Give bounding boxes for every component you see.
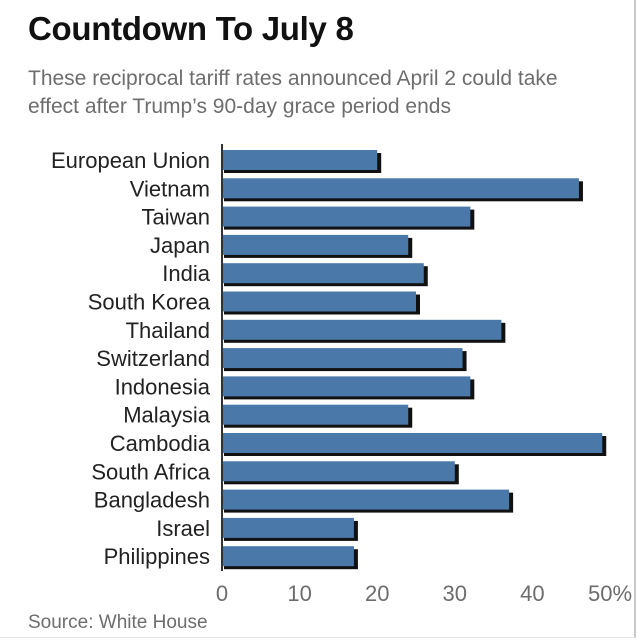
- x-tick-label: 20: [365, 581, 389, 606]
- bar-cambodia: [222, 433, 603, 453]
- bar-malaysia: [222, 404, 409, 425]
- bar-european-union: [222, 150, 378, 170]
- category-labels: European Union Vietnam Taiwan Japan India Sou…: [51, 148, 211, 569]
- bars-group: [222, 150, 607, 570]
- category-label-south-korea: South Korea: [88, 290, 211, 315]
- category-label-india: India: [162, 261, 210, 286]
- source-note: Source: White House: [28, 612, 208, 633]
- category-label-israel: Israel: [156, 516, 210, 541]
- category-label-philippines: Philippines: [104, 544, 210, 569]
- category-label-malaysia: Malaysia: [123, 403, 211, 428]
- x-tick-label: 30: [443, 581, 467, 606]
- category-label-taiwan: Taiwan: [142, 205, 210, 230]
- bar-south-korea: [222, 291, 416, 312]
- bar-chart: European Union Vietnam Taiwan Japan India Sou…: [51, 144, 632, 606]
- bar-bangladesh: [222, 489, 510, 510]
- category-label-switzerland: Switzerland: [96, 346, 210, 371]
- bar-thailand: [222, 319, 502, 340]
- x-tick-label: 50%: [588, 581, 632, 606]
- category-label-european-union: European Union: [51, 148, 210, 173]
- bar-vietnam: [222, 178, 579, 199]
- category-label-south-africa: South Africa: [91, 459, 210, 484]
- category-label-cambodia: Cambodia: [110, 431, 211, 456]
- x-tick-label: 40: [520, 581, 544, 606]
- bar-south-africa: [222, 461, 455, 482]
- bar-israel: [222, 517, 354, 538]
- category-label-indonesia: Indonesia: [115, 374, 211, 399]
- category-label-bangladesh: Bangladesh: [94, 488, 210, 513]
- chart-title: Countdown To July 8: [28, 10, 354, 47]
- x-axis: 0 10 20 30 40 50%: [216, 144, 632, 606]
- bar-india: [222, 263, 424, 284]
- category-label-thailand: Thailand: [126, 318, 210, 343]
- bar-switzerland: [222, 348, 463, 369]
- category-label-vietnam: Vietnam: [130, 176, 210, 201]
- bar-japan: [222, 234, 409, 255]
- x-tick-label: 0: [216, 581, 228, 606]
- x-tick-label: 10: [287, 581, 311, 606]
- chart-subtitle: These reciprocal tariff rates announced …: [28, 67, 558, 118]
- bar-taiwan: [222, 206, 471, 227]
- bar-philippines: [222, 546, 354, 567]
- bar-indonesia: [222, 376, 471, 397]
- category-label-japan: Japan: [150, 233, 210, 258]
